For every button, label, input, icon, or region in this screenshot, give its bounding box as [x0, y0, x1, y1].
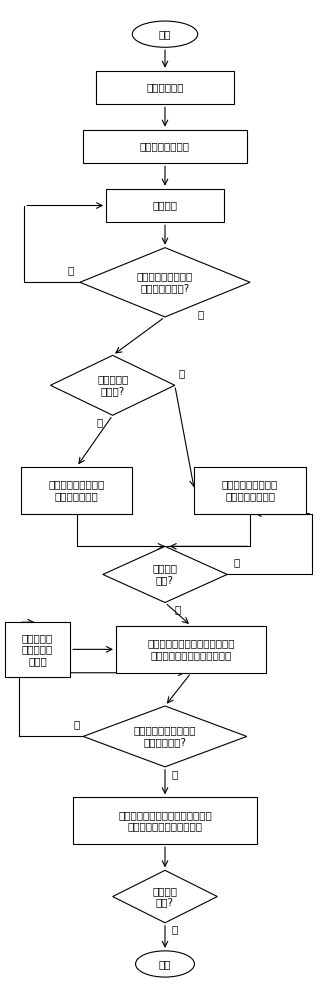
Text: 运行仿真: 运行仿真 — [152, 201, 178, 211]
Text: 气隙两端电
压变号?: 气隙两端电 压变号? — [97, 374, 128, 396]
Polygon shape — [103, 546, 227, 603]
FancyBboxPatch shape — [194, 467, 306, 514]
Polygon shape — [113, 870, 217, 923]
Polygon shape — [50, 355, 175, 415]
FancyBboxPatch shape — [83, 130, 247, 163]
FancyBboxPatch shape — [5, 622, 70, 677]
Text: 否: 否 — [234, 557, 240, 567]
Text: 气隙两端电压极性超
过放电起始电压?: 气隙两端电压极性超 过放电起始电压? — [137, 271, 193, 293]
Text: 达到仿真
时间?: 达到仿真 时间? — [152, 886, 178, 907]
Text: 闭合使能开关，接通气隙击穿电
阻和附加电容之路，放电开始: 闭合使能开关，接通气隙击穿电 阻和附加电容之路，放电开始 — [148, 639, 235, 660]
Text: 是: 是 — [178, 368, 184, 378]
Text: 否: 否 — [74, 719, 80, 729]
Polygon shape — [83, 706, 247, 767]
Text: 停止: 停止 — [159, 959, 171, 969]
FancyBboxPatch shape — [116, 626, 266, 673]
Text: 断开使能开关，断开气隙击穿电阻
和附加电容支路，放电停止: 断开使能开关，断开气隙击穿电阻 和附加电容支路，放电停止 — [118, 810, 212, 832]
FancyBboxPatch shape — [21, 467, 132, 514]
Text: 计算放电感
应电荷和附
加电容: 计算放电感 应电荷和附 加电容 — [22, 633, 53, 666]
Text: 是: 是 — [198, 309, 204, 319]
Text: 是: 是 — [175, 604, 181, 614]
Text: 是: 是 — [172, 925, 178, 935]
Text: 选择气隙壁激发电子
产生放电延迟时间: 选择气隙壁激发电子 产生放电延迟时间 — [222, 479, 278, 501]
Text: 计算放电推导参数: 计算放电推导参数 — [140, 142, 190, 152]
Ellipse shape — [136, 951, 194, 977]
FancyBboxPatch shape — [73, 797, 257, 844]
Text: 气隙两端电压极性小于
放电停止电压?: 气隙两端电压极性小于 放电停止电压? — [134, 726, 196, 747]
Text: 是: 是 — [172, 770, 178, 780]
Polygon shape — [80, 248, 250, 317]
Text: 选择气隙空间电子产
生放电延迟时间: 选择气隙空间电子产 生放电延迟时间 — [49, 479, 105, 501]
FancyBboxPatch shape — [96, 71, 234, 104]
Text: 否: 否 — [67, 265, 73, 275]
FancyBboxPatch shape — [106, 189, 224, 222]
Ellipse shape — [132, 21, 198, 47]
Text: 满足时间
延迟?: 满足时间 延迟? — [152, 564, 178, 585]
Text: 开始: 开始 — [159, 29, 171, 39]
Text: 输入仿真参数: 输入仿真参数 — [146, 83, 184, 93]
Text: 否: 否 — [97, 417, 103, 427]
